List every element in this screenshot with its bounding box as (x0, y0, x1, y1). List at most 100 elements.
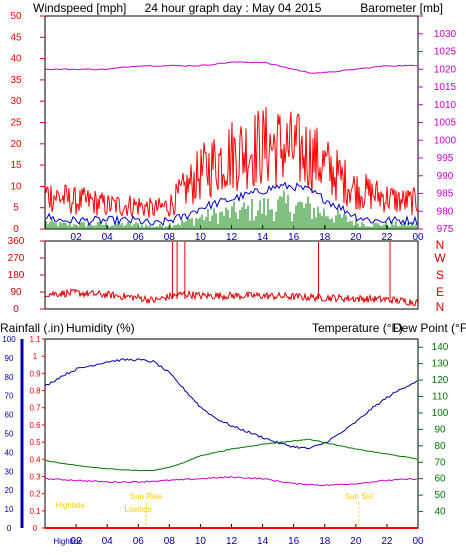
time-tick-label: 10 (195, 536, 207, 547)
windspeed-tick-label: 10 (10, 181, 22, 192)
time-tick-label: 08 (164, 536, 176, 547)
barometer-tick-label: 1010 (434, 100, 457, 111)
windspeed-tick-label: 50 (10, 11, 22, 22)
direction-tick-label: 270 (8, 253, 25, 264)
direction-tick-label: 360 (8, 236, 25, 247)
humidity-tick-label: 50 (5, 430, 14, 439)
barometer-axis-title: Barometer [mb] (360, 1, 443, 15)
temperature-tick-label: 40 (434, 507, 446, 518)
time-tick-label: 04 (102, 536, 114, 547)
windspeed-tick-label: 40 (10, 54, 22, 65)
windspeed-tick-label: 30 (10, 96, 22, 107)
temperature-tick-label: 130 (432, 359, 449, 370)
time-tick-label: 18 (319, 536, 331, 547)
compass-label: S (436, 268, 444, 282)
humidity-tick-label: 70 (5, 392, 14, 401)
rainfall-tick-label: 1 (33, 352, 38, 361)
windspeed-tick-label: 5 (13, 203, 19, 214)
temperature-tick-label: 100 (432, 408, 449, 419)
temperature-axis-title: Temperature (°F) (312, 321, 403, 335)
rainfall-tick-label: 0.5 (29, 438, 41, 447)
barometer-tick-label: 1020 (434, 64, 457, 75)
temperature-tick-label: 120 (432, 375, 449, 386)
humidity-tick-label: 90 (5, 354, 14, 363)
humidity-tick-label: 10 (5, 505, 14, 514)
time-tick-label: 18 (319, 232, 331, 243)
barometer-tick-label: 1025 (434, 47, 457, 58)
dewpoint-axis-title: Dew Point (°F) (393, 321, 466, 335)
annotation-label: Lowtide (124, 505, 152, 514)
humidity-tick-label: 30 (5, 467, 14, 476)
barometer-series-line (44, 61, 418, 74)
time-tick-label: 10 (195, 232, 207, 243)
humidity-axis-title: Humidity (%) (66, 321, 135, 335)
annotation-label: Sun Set (345, 492, 374, 501)
time-tick-label: 02 (71, 536, 83, 547)
windspeed-tick-label: 20 (10, 139, 22, 150)
rainfall-tick-label: 0.9 (29, 369, 41, 378)
rainfall-tick-label: 0.6 (29, 421, 41, 430)
time-tick-label: 20 (350, 232, 362, 243)
windspeed-tick-label: 25 (10, 118, 22, 129)
average-speed-series-line (44, 181, 418, 227)
barometer-tick-label: 995 (437, 153, 454, 164)
rainfall-tick-label: 0.1 (29, 507, 41, 516)
direction-chart: 0 N 90 E 180 S 270 W 360 N (8, 236, 447, 315)
compass-label: N (436, 238, 445, 252)
time-tick-label: 06 (133, 232, 145, 243)
barometer-tick-label: 1030 (434, 29, 457, 40)
rainfall-tick-label: 0.7 (29, 404, 41, 413)
annotation-label: Hightide (55, 501, 85, 510)
rainfall-axis-title: Rainfall (.in) (0, 321, 64, 335)
wind-chart: 0510152025303540455097598098599099510001… (10, 11, 456, 243)
windspeed-series-line (44, 106, 419, 218)
graph-title: 24 hour graph day : May 04 2015 (145, 1, 322, 15)
dewpoint-series-line (44, 475, 418, 487)
time-tick-label: 20 (350, 536, 362, 547)
direction-tick-label: 180 (8, 270, 25, 281)
direction-tick-label: 0 (13, 304, 19, 315)
direction-tick-label: 90 (10, 287, 22, 298)
time-tick-label: 00 (412, 232, 424, 243)
windspeed-tick-label: 0 (13, 224, 19, 235)
temperature-tick-label: 70 (434, 457, 446, 468)
temperature-tick-label: 110 (432, 392, 448, 403)
barometer-tick-label: 1015 (434, 82, 457, 93)
time-tick-label: 12 (226, 232, 238, 243)
time-tick-label: 06 (133, 536, 145, 547)
direction-series-line (44, 288, 419, 307)
temperature-series-line (44, 438, 418, 472)
temperature-tick-label: 60 (434, 474, 446, 485)
time-tick-label: 12 (226, 536, 238, 547)
gust-bars (45, 190, 417, 229)
time-tick-label: 14 (257, 232, 269, 243)
time-tick-label: 02 (71, 232, 83, 243)
humidity-series-line (44, 358, 418, 450)
annotation-label: Hightide (53, 537, 83, 546)
barometer-tick-label: 1000 (434, 135, 457, 146)
barometer-tick-label: 980 (437, 206, 454, 217)
rainfall-tick-label: 0.3 (29, 472, 41, 481)
barometer-tick-label: 985 (437, 189, 454, 200)
time-tick-label: 22 (381, 232, 393, 243)
time-tick-label: 00 (412, 536, 424, 547)
humidity-tick-label: 100 (2, 335, 16, 344)
time-tick-label: 04 (102, 232, 114, 243)
humidity-tick-label: 60 (5, 411, 14, 420)
compass-label: W (434, 251, 446, 265)
annotation-label: Sun Rise (130, 492, 163, 501)
barometer-tick-label: 975 (437, 224, 454, 235)
rainfall-tick-label: 0.8 (29, 387, 41, 396)
time-tick-label: 08 (164, 232, 176, 243)
humidity-tick-label: 80 (5, 373, 14, 382)
rainfall-tick-label: 1.1 (29, 335, 41, 344)
humidity-tick-label: 0 (7, 524, 12, 533)
humidity-tick-label: 20 (5, 486, 14, 495)
time-tick-label: 16 (288, 536, 300, 547)
windspeed-tick-label: 45 (10, 32, 22, 43)
temperature-tick-label: 90 (434, 424, 446, 435)
humidity-tick-label: 40 (5, 448, 14, 457)
rainfall-tick-label: 0 (33, 524, 38, 533)
